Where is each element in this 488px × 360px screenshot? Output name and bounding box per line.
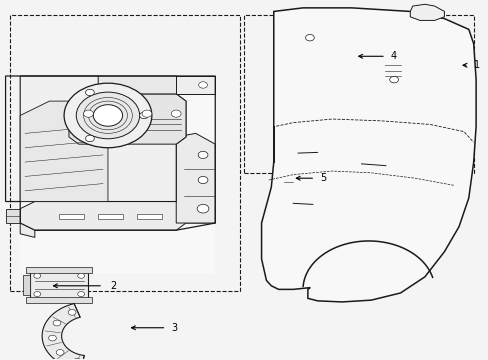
Circle shape (305, 35, 314, 41)
Circle shape (56, 350, 64, 355)
Circle shape (34, 273, 41, 278)
Polygon shape (261, 8, 475, 302)
Polygon shape (42, 303, 84, 360)
Polygon shape (20, 76, 215, 273)
Circle shape (83, 110, 93, 117)
Polygon shape (20, 101, 108, 202)
Circle shape (53, 320, 61, 326)
Text: 1: 1 (473, 60, 479, 70)
Circle shape (68, 310, 76, 315)
Polygon shape (98, 76, 185, 94)
Circle shape (48, 335, 56, 341)
Circle shape (171, 110, 181, 117)
Bar (244, 15, 473, 173)
Circle shape (78, 273, 84, 278)
Polygon shape (26, 267, 92, 273)
Polygon shape (176, 76, 215, 94)
Bar (10, 15, 239, 291)
Polygon shape (137, 215, 161, 220)
Circle shape (142, 110, 152, 117)
Circle shape (85, 89, 94, 96)
Text: 4: 4 (390, 51, 396, 61)
Text: 3: 3 (171, 323, 177, 333)
Circle shape (34, 292, 41, 297)
Circle shape (78, 292, 84, 297)
Polygon shape (69, 94, 185, 144)
Polygon shape (22, 275, 30, 295)
Polygon shape (5, 209, 20, 223)
Circle shape (198, 176, 207, 184)
Circle shape (389, 76, 398, 83)
Polygon shape (30, 271, 88, 298)
Circle shape (85, 135, 94, 141)
Circle shape (140, 112, 148, 119)
Polygon shape (281, 179, 295, 188)
Circle shape (76, 92, 140, 139)
Text: 5: 5 (320, 173, 325, 183)
Circle shape (198, 151, 207, 158)
Polygon shape (59, 215, 83, 220)
Polygon shape (278, 163, 297, 179)
Polygon shape (26, 297, 92, 303)
Polygon shape (312, 33, 402, 83)
Circle shape (64, 83, 152, 148)
Circle shape (73, 358, 81, 360)
Circle shape (93, 105, 122, 126)
Polygon shape (20, 202, 215, 237)
Text: 2: 2 (110, 281, 117, 291)
Circle shape (198, 82, 207, 88)
Polygon shape (20, 76, 185, 202)
Polygon shape (409, 4, 444, 21)
Polygon shape (176, 134, 215, 223)
Polygon shape (98, 215, 122, 220)
Circle shape (197, 204, 208, 213)
